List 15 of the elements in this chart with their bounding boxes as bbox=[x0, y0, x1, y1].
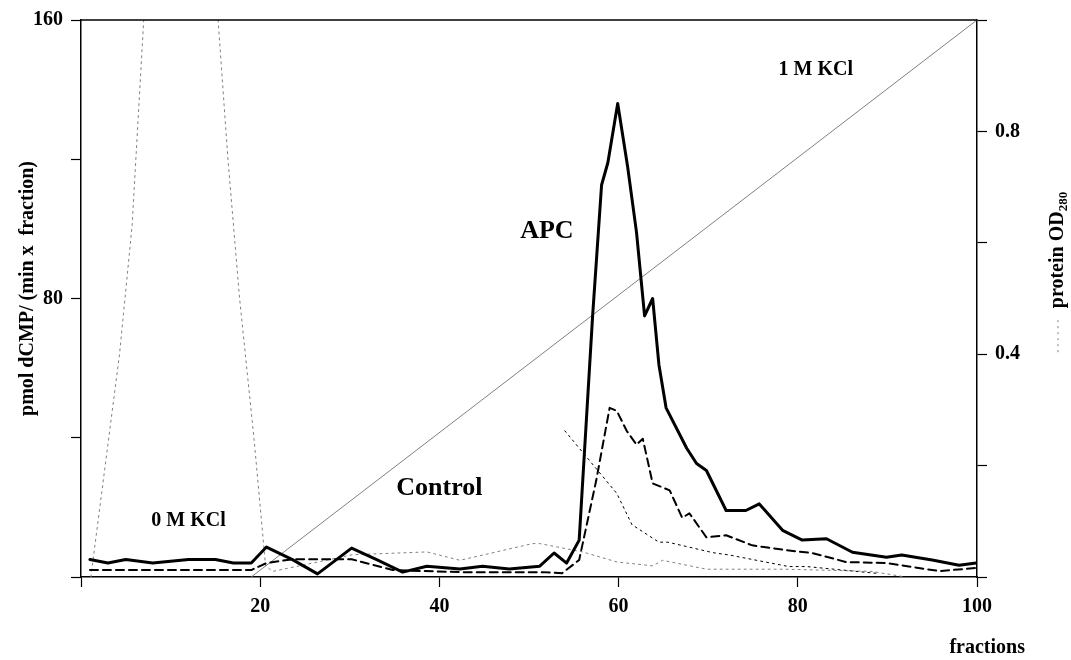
annotation: 0 M KCl bbox=[151, 508, 227, 531]
text: Control bbox=[396, 471, 483, 501]
x-axis-title: fractions bbox=[949, 635, 1026, 658]
y-axis-title: pmol dCMP/ (min x fraction) bbox=[15, 161, 39, 416]
x-tick-label: 20 bbox=[250, 594, 271, 617]
annotation: 1 M KCl bbox=[778, 57, 854, 80]
x-tick-label: 100 bbox=[962, 594, 992, 617]
y2-tick-label: 0.4 bbox=[995, 341, 1020, 364]
x-tick-label: 80 bbox=[787, 594, 808, 617]
y-tick-label: 160 bbox=[33, 7, 63, 30]
y2-tick-label: 0.8 bbox=[995, 118, 1020, 141]
x-tick-label: 60 bbox=[608, 594, 629, 617]
y2-axis-title: protein OD280 bbox=[1045, 191, 1071, 309]
series-label: APC bbox=[520, 215, 574, 245]
x-tick-label: 40 bbox=[429, 594, 450, 617]
